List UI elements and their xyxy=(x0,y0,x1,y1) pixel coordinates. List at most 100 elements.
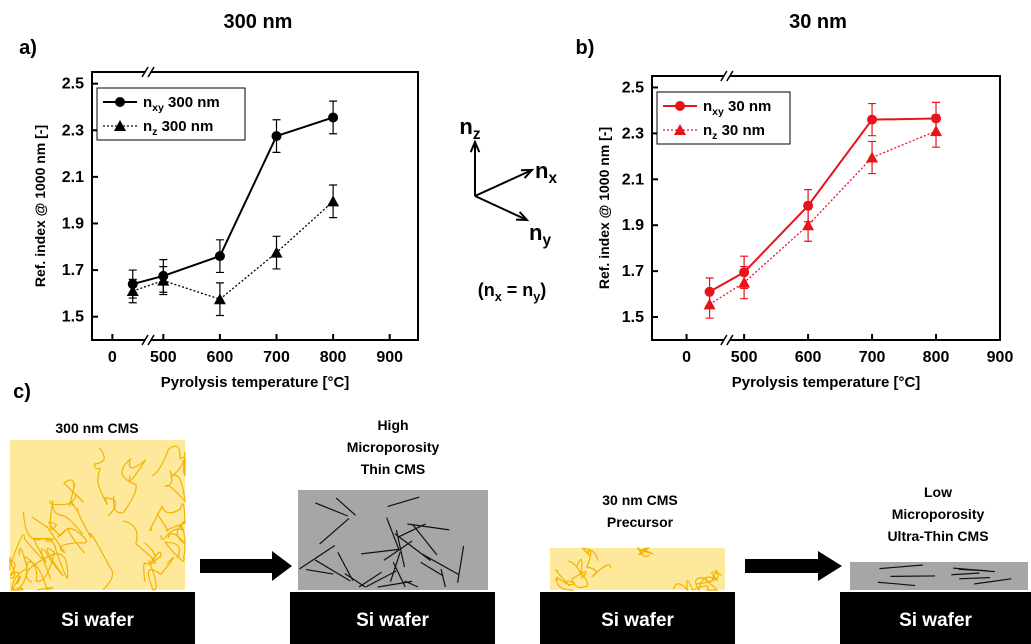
axis-break-mark xyxy=(726,70,734,82)
carbon-strand xyxy=(398,523,426,538)
carbon-strand xyxy=(377,580,413,588)
polymer-chain xyxy=(695,568,722,592)
wafer-label: Si wafer xyxy=(601,610,674,631)
point xyxy=(157,274,170,286)
point xyxy=(327,195,340,207)
point xyxy=(738,276,751,288)
axis-vector-label: nx xyxy=(535,158,557,188)
polymer-chain xyxy=(122,520,175,591)
stage-caption: Low xyxy=(924,484,952,500)
axis-break-mark xyxy=(720,70,728,82)
stage-caption: Precursor xyxy=(607,514,674,530)
point xyxy=(803,200,814,211)
carbon-strand xyxy=(335,497,356,516)
polymer-chain xyxy=(581,547,612,578)
axis-break-mark xyxy=(141,334,149,346)
polymer-chain xyxy=(567,559,589,589)
polymer-chain xyxy=(9,534,54,571)
legend-marker xyxy=(115,97,125,107)
carbon-strand xyxy=(361,548,402,555)
wafer-label: Si wafer xyxy=(899,610,972,631)
polymer-chain xyxy=(49,479,84,507)
point xyxy=(866,151,879,163)
polymer-chain xyxy=(143,542,162,582)
stage-caption: 300 nm CMS xyxy=(55,420,138,436)
stage-caption: Microporosity xyxy=(892,506,985,522)
polymer-chain xyxy=(48,500,84,538)
axis-break-gap xyxy=(145,337,152,343)
point xyxy=(703,298,716,310)
legend-marker xyxy=(114,120,126,131)
wafer xyxy=(290,592,495,644)
carbon-strand xyxy=(337,552,354,581)
polymer-chain xyxy=(164,524,186,562)
axis-break-gap xyxy=(723,337,730,343)
carbon-strand xyxy=(959,577,990,580)
carbon-strand xyxy=(306,568,334,575)
legend-marker xyxy=(675,101,685,111)
point xyxy=(214,251,225,262)
polymer-chain xyxy=(22,547,64,582)
axis-break-mark xyxy=(147,66,155,78)
polymer-chain xyxy=(10,547,54,591)
stage-caption: Thin CMS xyxy=(361,461,426,477)
process-arrow xyxy=(745,551,842,581)
x-tick-label: 500 xyxy=(731,349,758,366)
point xyxy=(867,114,878,125)
stage-caption: High xyxy=(377,417,408,433)
vector-arrowhead xyxy=(515,211,530,222)
point xyxy=(802,219,815,231)
legend-label: nxy 30 nm xyxy=(703,98,771,119)
vector-arrowhead xyxy=(469,139,481,153)
carbon-strand xyxy=(407,523,450,531)
carbon-strand xyxy=(358,571,382,588)
legend-label: nz 300 nm xyxy=(143,118,213,139)
legend-box xyxy=(656,91,791,145)
y-tick-label: 1.5 xyxy=(622,309,644,326)
point xyxy=(930,125,943,137)
x-axis-label: Pyrolysis temperature [°C] xyxy=(161,374,350,391)
polymer-chain xyxy=(151,445,186,477)
y-tick-label: 2.3 xyxy=(62,122,84,139)
legend-label: nz 30 nm xyxy=(703,122,765,143)
y-tick-label: 2.1 xyxy=(62,168,84,185)
y-tick-label: 2.3 xyxy=(622,125,644,142)
polymer-chain xyxy=(164,451,186,504)
stage-caption: Microporosity xyxy=(347,439,440,455)
film-layer xyxy=(850,562,1028,590)
stage-caption: 30 nm CMS xyxy=(602,492,677,508)
stage-caption: Ultra-Thin CMS xyxy=(887,528,988,544)
y-tick-label: 1.5 xyxy=(62,308,84,325)
polymer-chain xyxy=(555,569,575,591)
carbon-strand xyxy=(387,496,420,507)
axis-break-mark xyxy=(141,66,149,78)
panel-label: a) xyxy=(19,37,37,59)
polymer-chain xyxy=(70,500,114,590)
carbon-strand xyxy=(879,564,923,570)
vector-arrowhead xyxy=(520,168,535,179)
point xyxy=(271,131,282,142)
carbon-strand xyxy=(421,553,460,576)
wafer-label: Si wafer xyxy=(356,610,429,631)
carbon-strand xyxy=(314,559,351,582)
point xyxy=(328,112,339,123)
x-tick-label: 700 xyxy=(263,349,290,366)
point xyxy=(126,285,139,297)
point xyxy=(213,293,226,305)
carbon-strand xyxy=(440,568,446,588)
axis-break-gap xyxy=(145,69,152,75)
carbon-strand xyxy=(365,570,397,588)
carbon-strand xyxy=(315,502,348,517)
polymer-chain xyxy=(673,578,719,592)
plot-frame xyxy=(91,71,419,341)
x-tick-label: 0 xyxy=(108,349,117,366)
x-tick-label: 700 xyxy=(859,349,886,366)
y-axis-label: Ref. index @ 1000 nm [-] xyxy=(32,125,48,287)
carbon-strand xyxy=(456,545,465,583)
wafer-label: Si wafer xyxy=(61,610,134,631)
panel-label: c) xyxy=(13,381,31,403)
wafer xyxy=(0,592,195,644)
carbon-strand xyxy=(412,524,438,556)
vector-arrow xyxy=(474,195,528,221)
